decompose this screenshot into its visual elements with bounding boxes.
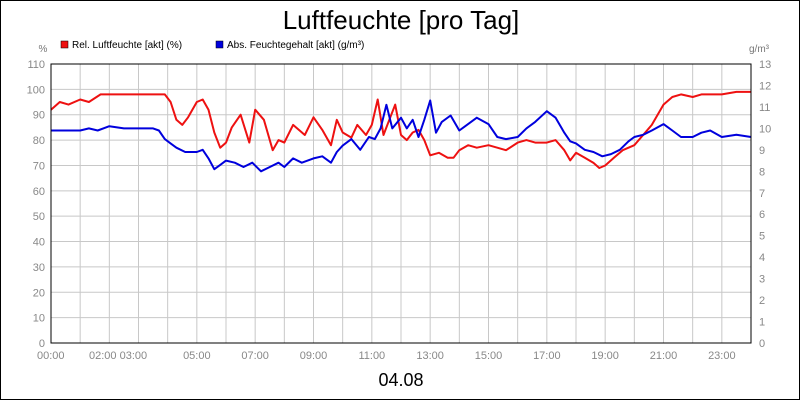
right-tick-label: 1 bbox=[759, 317, 765, 329]
right-tick-label: 12 bbox=[759, 80, 771, 92]
x-tick-label: 15:00 bbox=[475, 350, 503, 362]
left-tick-label: 70 bbox=[33, 160, 45, 172]
legend-label-abs-humidity: Abs. Feuchtegehalt [akt] (g/m³) bbox=[227, 40, 364, 51]
right-tick-label: 9 bbox=[759, 145, 765, 157]
left-tick-label: 30 bbox=[33, 262, 45, 274]
right-tick-label: 7 bbox=[759, 188, 765, 200]
x-tick-label: 07:00 bbox=[241, 350, 269, 362]
right-tick-label: 2 bbox=[759, 295, 765, 307]
grid bbox=[51, 63, 751, 344]
legend-swatch-rel-humidity bbox=[60, 40, 69, 49]
left-tick-label: 80 bbox=[33, 135, 45, 147]
x-tick-label: 00:00 bbox=[37, 350, 65, 362]
x-tick-label: 09:00 bbox=[300, 350, 328, 362]
left-tick-label: 0 bbox=[39, 338, 45, 350]
left-axis-unit: % bbox=[39, 44, 48, 55]
right-axis-unit: g/m³ bbox=[749, 44, 770, 55]
left-tick-label: 10 bbox=[33, 313, 45, 325]
x-tick-label: 23:00 bbox=[708, 350, 736, 362]
left-tick-label: 60 bbox=[33, 186, 45, 198]
x-tick-label: 19:00 bbox=[591, 350, 619, 362]
right-tick-label: 3 bbox=[759, 274, 765, 286]
x-tick-label: 13:00 bbox=[416, 350, 444, 362]
right-tick-label: 5 bbox=[759, 231, 765, 243]
left-tick-label: 40 bbox=[33, 237, 45, 249]
series-line-rel-humidity bbox=[50, 90, 751, 169]
legend: Rel. Luftfeuchte [akt] (%) Abs. Feuchteg… bbox=[60, 40, 364, 51]
left-tick-label: 20 bbox=[33, 287, 45, 299]
chart-title: Luftfeuchte [pro Tag] bbox=[283, 5, 520, 35]
right-tick-label: 8 bbox=[759, 166, 765, 178]
x-tick-label: 02:00 03:00 bbox=[89, 350, 147, 362]
right-tick-label: 13 bbox=[759, 59, 771, 71]
left-axis-ticks: 0 10 20 30 40 50 60 70 80 90 100 110 bbox=[27, 59, 45, 350]
left-tick-label: 110 bbox=[27, 59, 45, 71]
x-axis-ticks: 00:00 02:00 03:00 05:00 07:00 09:00 11:00 13:0… bbox=[37, 350, 736, 362]
series-line-abs-humidity bbox=[51, 99, 752, 173]
plot-border bbox=[50, 63, 752, 344]
date-label: 04.08 bbox=[378, 370, 423, 390]
legend-swatch-abs-humidity bbox=[215, 40, 224, 49]
x-tick-label: 21:00 bbox=[650, 350, 678, 362]
x-tick-label: 05:00 bbox=[183, 350, 211, 362]
left-tick-label: 50 bbox=[33, 211, 45, 223]
legend-label-rel-humidity: Rel. Luftfeuchte [akt] (%) bbox=[72, 40, 182, 51]
right-tick-label: 4 bbox=[759, 252, 765, 264]
x-tick-label: 11:00 bbox=[358, 350, 385, 362]
x-tick-label: 17:00 bbox=[533, 350, 561, 362]
right-tick-label: 10 bbox=[759, 123, 771, 135]
right-tick-label: 0 bbox=[759, 338, 765, 350]
left-tick-label: 100 bbox=[27, 84, 45, 96]
right-tick-label: 11 bbox=[759, 102, 770, 114]
right-tick-label: 6 bbox=[759, 209, 765, 221]
series-lines bbox=[50, 90, 752, 173]
left-tick-label: 90 bbox=[33, 110, 45, 122]
